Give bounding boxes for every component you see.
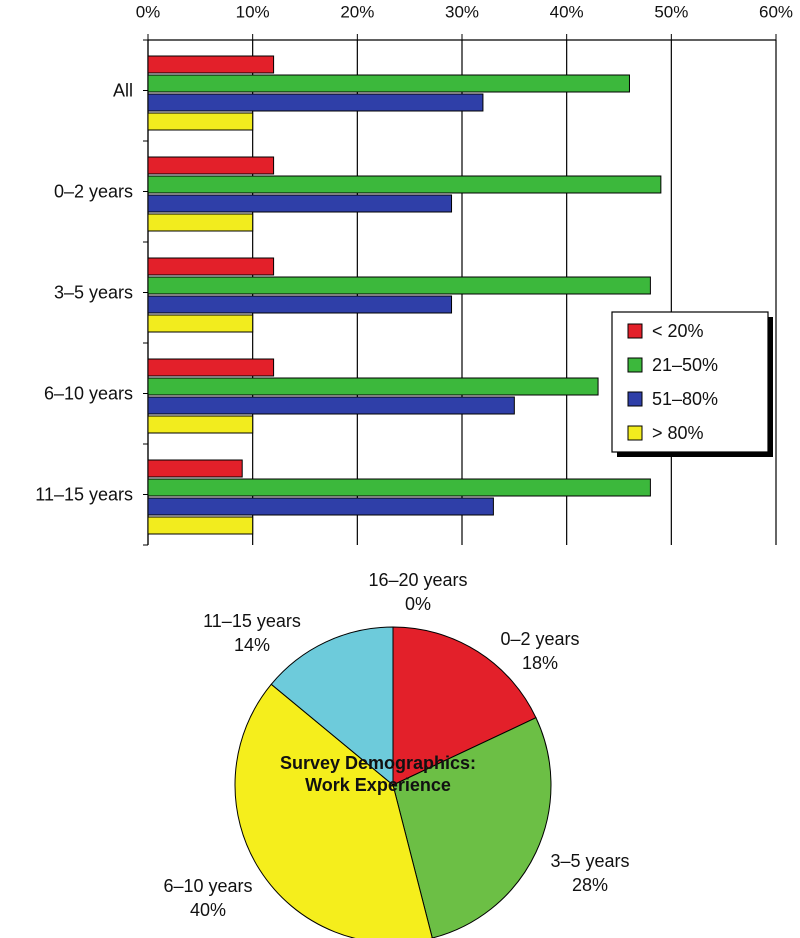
y-tick-label: 3–5 years <box>54 282 133 302</box>
x-tick-label: 10% <box>236 2 270 21</box>
bar <box>147 415 254 434</box>
bar <box>147 295 453 314</box>
pie-value-label: 18% <box>522 653 558 673</box>
pie-label: 0–2 years <box>500 629 579 649</box>
pie-value-label: 40% <box>190 900 226 920</box>
pie-value-label: 0% <box>405 594 431 614</box>
bar <box>147 213 254 232</box>
x-tick-label: 40% <box>550 2 584 21</box>
bar <box>147 276 651 295</box>
legend-swatch <box>627 357 643 373</box>
legend-label: 51–80% <box>652 389 718 409</box>
bar <box>147 74 630 93</box>
legend: < 20% 21–50% 51–80% > 80% <box>611 311 773 457</box>
pie-title: Survey Demographics: Work Experience <box>279 753 477 795</box>
bar <box>147 478 651 497</box>
y-tick-label: 0–2 years <box>54 181 133 201</box>
bar <box>147 459 243 478</box>
bar <box>147 175 662 194</box>
x-tick-label: 30% <box>445 2 479 21</box>
bar <box>147 194 453 213</box>
y-tick-label: 6–10 years <box>44 383 133 403</box>
bar <box>147 358 275 377</box>
pie-slice <box>392 626 537 786</box>
legend-swatch <box>627 425 643 441</box>
bar <box>147 55 275 74</box>
bar <box>147 156 275 175</box>
pie-label: 6–10 years <box>163 876 252 896</box>
y-tick-label: All <box>113 80 133 100</box>
pie-slice <box>234 683 433 938</box>
bar <box>147 377 599 396</box>
pie-label: 16–20 years <box>368 570 467 590</box>
bar <box>147 93 484 112</box>
x-tick-label: 0% <box>136 2 161 21</box>
pie-label: 3–5 years <box>550 851 629 871</box>
pie-slice <box>270 626 394 787</box>
x-tick-label: 60% <box>759 2 793 21</box>
pie-label: 11–15 years <box>203 611 301 631</box>
legend-label: > 80% <box>652 423 704 443</box>
pie-value-label: 14% <box>234 635 270 655</box>
legend-label: < 20% <box>652 321 704 341</box>
bar <box>147 314 254 333</box>
legend-label: 21–50% <box>652 355 718 375</box>
legend-swatch <box>627 391 643 407</box>
bar <box>147 497 494 516</box>
x-tick-label: 50% <box>654 2 688 21</box>
bar <box>147 257 275 276</box>
bar <box>147 516 254 535</box>
pie-slice <box>392 717 552 938</box>
bar <box>147 396 515 415</box>
y-tick-label: 11–15 years <box>35 484 133 504</box>
legend-swatch <box>627 323 643 339</box>
x-tick-label: 20% <box>340 2 374 21</box>
pie-value-label: 28% <box>572 875 608 895</box>
bar <box>147 112 254 131</box>
